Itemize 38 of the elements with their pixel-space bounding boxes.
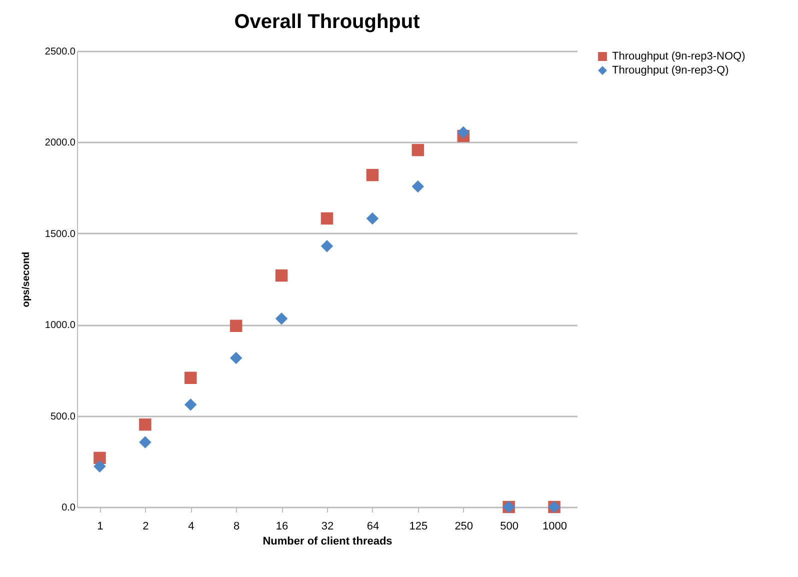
point [366,212,379,225]
point [412,180,424,193]
x-tick-label: 125 [409,520,428,532]
point [184,398,197,411]
y-tick-label: 1500.0 [44,228,76,240]
chart-title: Overall Throughput [234,11,420,33]
y-tick-label: 0.0 [62,502,76,514]
x-tick-label: 1000 [542,520,568,532]
point [230,352,242,364]
y-axis-title: ops/second [20,252,32,308]
x-tick-label: 64 [366,520,380,532]
point [184,372,197,384]
legend-label: Throughput (9n-rep3-Q) [612,64,729,76]
point [94,460,106,472]
point [275,312,288,325]
y-tick-label: 2000.0 [44,138,76,149]
x-tick-label: 500 [500,520,518,532]
point [139,418,152,431]
x-tick-label: 32 [321,520,334,532]
y-tick-label: 500.0 [50,411,76,422]
point [320,240,334,252]
x-tick-label: 250 [454,520,474,532]
point [139,436,152,448]
point [457,126,470,138]
x-tick-label: 16 [276,520,288,532]
y-tick-label: 2500.0 [44,46,76,58]
x-tick-label: 8 [234,520,240,532]
point [230,320,242,332]
legend-label: Throughput (9n-rep3-NOQ) [612,50,746,62]
y-tick-label: 1000.0 [44,320,76,332]
x-axis-title: Number of client threads [262,536,392,548]
point [412,144,424,156]
point [275,269,288,282]
x-tick-label: 1 [97,520,104,532]
x-tick-label: 4 [188,520,194,532]
point [366,168,379,182]
x-tick-label: 2 [142,520,149,532]
point [320,212,334,225]
